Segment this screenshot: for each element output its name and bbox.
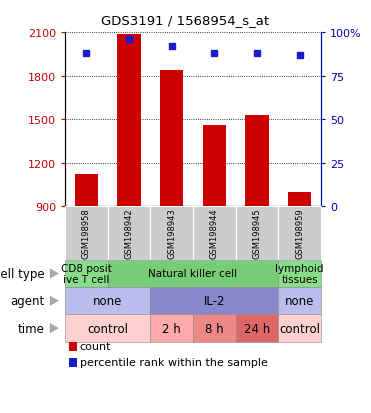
Text: 2 h: 2 h (162, 322, 181, 335)
Text: count: count (80, 342, 111, 351)
Text: GDS3191 / 1568954_s_at: GDS3191 / 1568954_s_at (101, 14, 270, 27)
Bar (117, 35, 141, 206)
Text: CD8 posit
ive T cell: CD8 posit ive T cell (61, 263, 112, 285)
Text: GSM198942: GSM198942 (124, 208, 134, 259)
Text: control: control (279, 322, 320, 335)
Text: GSM198959: GSM198959 (295, 208, 304, 259)
Text: cell type: cell type (0, 267, 45, 280)
Bar (160, 71, 183, 206)
Text: time: time (18, 322, 45, 335)
Text: control: control (87, 322, 128, 335)
Text: GSM198943: GSM198943 (167, 208, 176, 259)
Text: none: none (93, 294, 122, 308)
Text: GSM198945: GSM198945 (252, 208, 262, 259)
Text: 8 h: 8 h (205, 322, 224, 335)
Bar (75, 175, 98, 206)
Text: 24 h: 24 h (244, 322, 270, 335)
Text: agent: agent (10, 294, 45, 308)
Bar (203, 126, 226, 206)
Text: GSM198958: GSM198958 (82, 208, 91, 259)
Bar (288, 192, 311, 206)
Bar (245, 116, 269, 206)
Text: Natural killer cell: Natural killer cell (148, 269, 237, 279)
Text: lymphoid
tissues: lymphoid tissues (275, 263, 324, 285)
Text: GSM198944: GSM198944 (210, 208, 219, 259)
Text: percentile rank within the sample: percentile rank within the sample (80, 357, 267, 367)
Text: none: none (285, 294, 314, 308)
Text: IL-2: IL-2 (204, 294, 225, 308)
